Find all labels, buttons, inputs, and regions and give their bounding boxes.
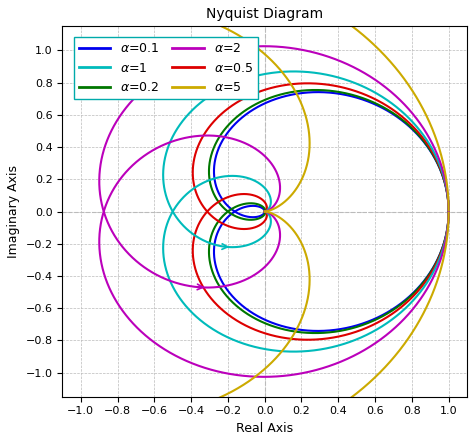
Legend: $\alpha$=0.1, $\alpha$=1, $\alpha$=0.2, $\alpha$=2, $\alpha$=0.5, $\alpha$=5: $\alpha$=0.1, $\alpha$=1, $\alpha$=0.2, … bbox=[74, 38, 258, 99]
Title: Nyquist Diagram: Nyquist Diagram bbox=[206, 7, 323, 21]
Y-axis label: Imaginary Axis: Imaginary Axis bbox=[7, 165, 20, 258]
X-axis label: Real Axis: Real Axis bbox=[236, 422, 293, 435]
